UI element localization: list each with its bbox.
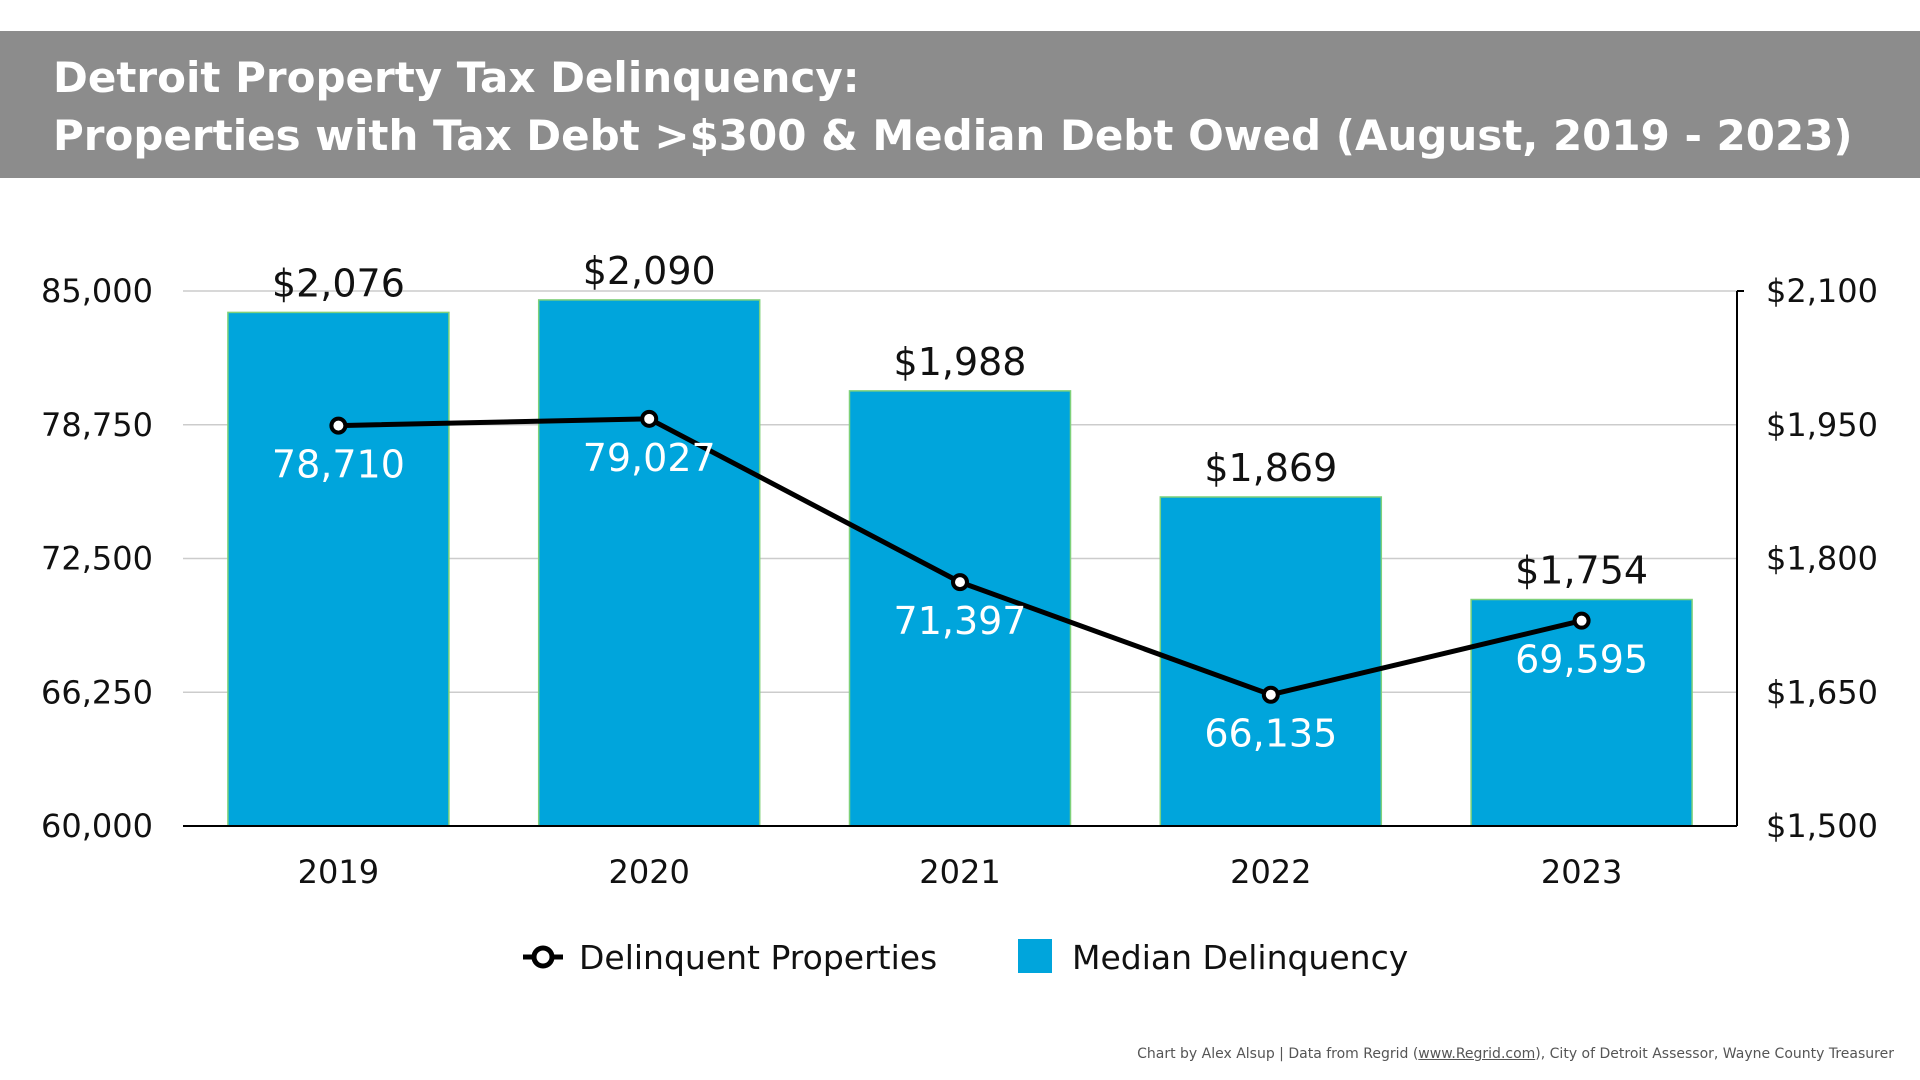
bar xyxy=(1470,598,1693,827)
right-axis-tick-label: $2,100 xyxy=(1766,272,1878,310)
legend-bar-swatch xyxy=(1018,939,1052,973)
x-axis-tick-label: 2023 xyxy=(1541,853,1622,891)
bar-value-label: $2,090 xyxy=(583,249,716,293)
x-axis-tick-label: 2019 xyxy=(298,853,379,891)
line-point xyxy=(1261,685,1280,704)
x-axis-tick-label: 2022 xyxy=(1230,853,1311,891)
line-value-label: 79,027 xyxy=(583,436,716,480)
x-axis-tick-label: 2021 xyxy=(919,853,1000,891)
bar xyxy=(1159,496,1383,827)
line-value-label: 71,397 xyxy=(894,599,1027,643)
left-axis-tick-label: 60,000 xyxy=(41,807,153,845)
chart-title-line-1: Detroit Property Tax Delinquency: xyxy=(53,53,860,102)
legend-label-delinquent-properties: Delinquent Properties xyxy=(579,938,937,977)
chart-credit: Chart by Alex Alsup | Data from Regrid (… xyxy=(1137,1046,1894,1062)
x-axis-tick-label: 2020 xyxy=(608,853,689,891)
chart-title-line-2: Properties with Tax Debt >$300 & Median … xyxy=(53,111,1853,160)
line-point xyxy=(640,409,659,428)
bar-value-label: $1,869 xyxy=(1204,446,1337,490)
left-axis-tick-label: 85,000 xyxy=(41,272,153,310)
credit-prefix: Chart by Alex Alsup | Data from Regrid ( xyxy=(1137,1046,1419,1062)
left-axis-tick-label: 66,250 xyxy=(41,673,153,711)
bar-value-label: $1,988 xyxy=(894,340,1027,384)
line-point xyxy=(329,416,348,435)
bar-value-label: $2,076 xyxy=(272,261,405,305)
bar-value-label: $1,754 xyxy=(1515,549,1648,593)
credit-link[interactable]: www.Regrid.com xyxy=(1418,1046,1536,1062)
line-value-label: 69,595 xyxy=(1515,638,1648,682)
credit-suffix: ), City of Detroit Assessor, Wayne Count… xyxy=(1535,1046,1894,1062)
left-axis-tick-label: 72,500 xyxy=(41,540,153,578)
line-point xyxy=(1572,611,1591,630)
line-value-label: 66,135 xyxy=(1204,712,1337,756)
bar xyxy=(537,299,761,827)
line-value-label: 78,710 xyxy=(272,443,405,487)
legend-line-marker xyxy=(531,945,555,969)
bar xyxy=(227,311,450,827)
line-point xyxy=(951,573,969,592)
right-axis-tick-label: $1,650 xyxy=(1766,673,1878,711)
right-axis-tick-label: $1,800 xyxy=(1766,540,1878,578)
legend-label-median-delinquency: Median Delinquency xyxy=(1072,938,1408,977)
right-axis-tick-label: $1,500 xyxy=(1766,807,1878,845)
right-axis-tick-label: $1,950 xyxy=(1766,406,1878,444)
left-axis-tick-label: 78,750 xyxy=(41,406,153,444)
title-bar: Detroit Property Tax Delinquency: Proper… xyxy=(0,31,1920,178)
